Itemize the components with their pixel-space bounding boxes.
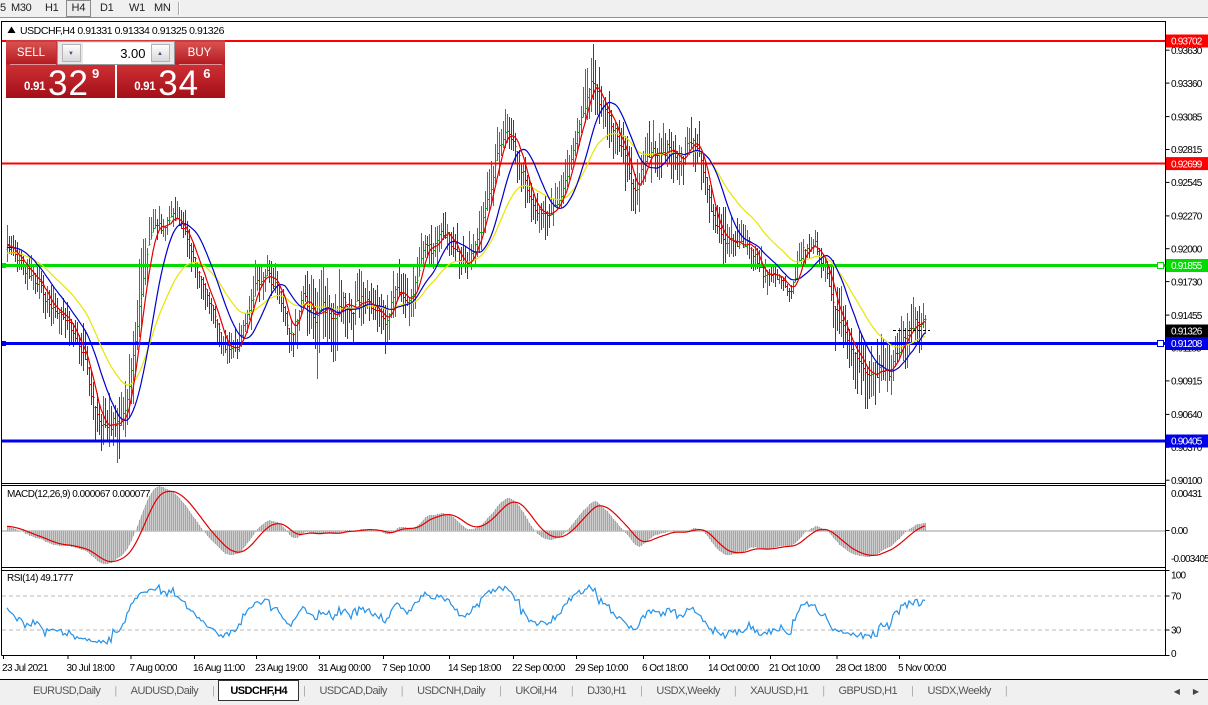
- svg-text:0: 0: [1171, 649, 1177, 660]
- svg-text:31 Aug 00:00: 31 Aug 00:00: [318, 663, 371, 674]
- svg-text:14 Sep 18:00: 14 Sep 18:00: [448, 663, 502, 674]
- svg-text:16 Aug 11:00: 16 Aug 11:00: [193, 663, 246, 674]
- svg-text:29 Sep 10:00: 29 Sep 10:00: [575, 663, 629, 674]
- svg-text:70: 70: [1171, 592, 1182, 603]
- svg-text:0.00: 0.00: [1171, 526, 1189, 537]
- svg-text:0.90100: 0.90100: [1171, 476, 1203, 487]
- svg-text:28 Oct 18:00: 28 Oct 18:00: [836, 663, 888, 674]
- svg-text:-0.003405: -0.003405: [1171, 554, 1208, 565]
- svg-text:0.92699: 0.92699: [1171, 159, 1203, 170]
- svg-text:0.91855: 0.91855: [1171, 261, 1203, 272]
- svg-text:RSI(14) 49.1777: RSI(14) 49.1777: [7, 573, 74, 584]
- svg-text:0.90370: 0.90370: [1171, 443, 1203, 454]
- svg-text:0.92815: 0.92815: [1171, 145, 1203, 156]
- svg-text:0.91455: 0.91455: [1171, 311, 1203, 322]
- svg-text:5 Nov 00:00: 5 Nov 00:00: [898, 663, 947, 674]
- svg-text:0.92000: 0.92000: [1171, 244, 1203, 255]
- svg-text:7 Sep 10:00: 7 Sep 10:00: [382, 663, 431, 674]
- svg-text:30: 30: [1171, 626, 1182, 637]
- svg-text:0.93360: 0.93360: [1171, 79, 1203, 90]
- svg-text:0.91208: 0.91208: [1171, 339, 1203, 350]
- svg-text:0.90915: 0.90915: [1171, 377, 1203, 388]
- svg-text:0.91730: 0.91730: [1171, 277, 1203, 288]
- svg-text:14 Oct 00:00: 14 Oct 00:00: [708, 663, 760, 674]
- svg-text:0.92545: 0.92545: [1171, 178, 1203, 189]
- svg-text:MACD(12,26,9) 0.000067 0.00007: MACD(12,26,9) 0.000067 0.000077: [7, 489, 151, 500]
- svg-text:6 Oct 18:00: 6 Oct 18:00: [642, 663, 689, 674]
- svg-text:100: 100: [1171, 571, 1187, 582]
- svg-text:0.91326: 0.91326: [1171, 327, 1203, 338]
- svg-text:0.93085: 0.93085: [1171, 112, 1203, 123]
- svg-text:0.92270: 0.92270: [1171, 212, 1203, 223]
- svg-text:0.90405: 0.90405: [1171, 437, 1203, 448]
- svg-text:USDCHF,H4 0.91331 0.91334 0.9: USDCHF,H4 0.91331 0.91334 0.91325 0.9132…: [20, 25, 225, 37]
- svg-text:0.93630: 0.93630: [1171, 46, 1203, 57]
- svg-text:22 Sep 00:00: 22 Sep 00:00: [512, 663, 566, 674]
- svg-text:30 Jul 18:00: 30 Jul 18:00: [67, 663, 116, 674]
- svg-text:0.90640: 0.90640: [1171, 410, 1203, 421]
- svg-text:21 Oct 10:00: 21 Oct 10:00: [769, 663, 821, 674]
- svg-text:23 Aug 19:00: 23 Aug 19:00: [255, 663, 308, 674]
- svg-text:0.93702: 0.93702: [1171, 37, 1203, 48]
- svg-text:7 Aug 00:00: 7 Aug 00:00: [130, 663, 178, 674]
- svg-text:0.00431: 0.00431: [1171, 489, 1203, 500]
- svg-text:23 Jul 2021: 23 Jul 2021: [2, 663, 49, 674]
